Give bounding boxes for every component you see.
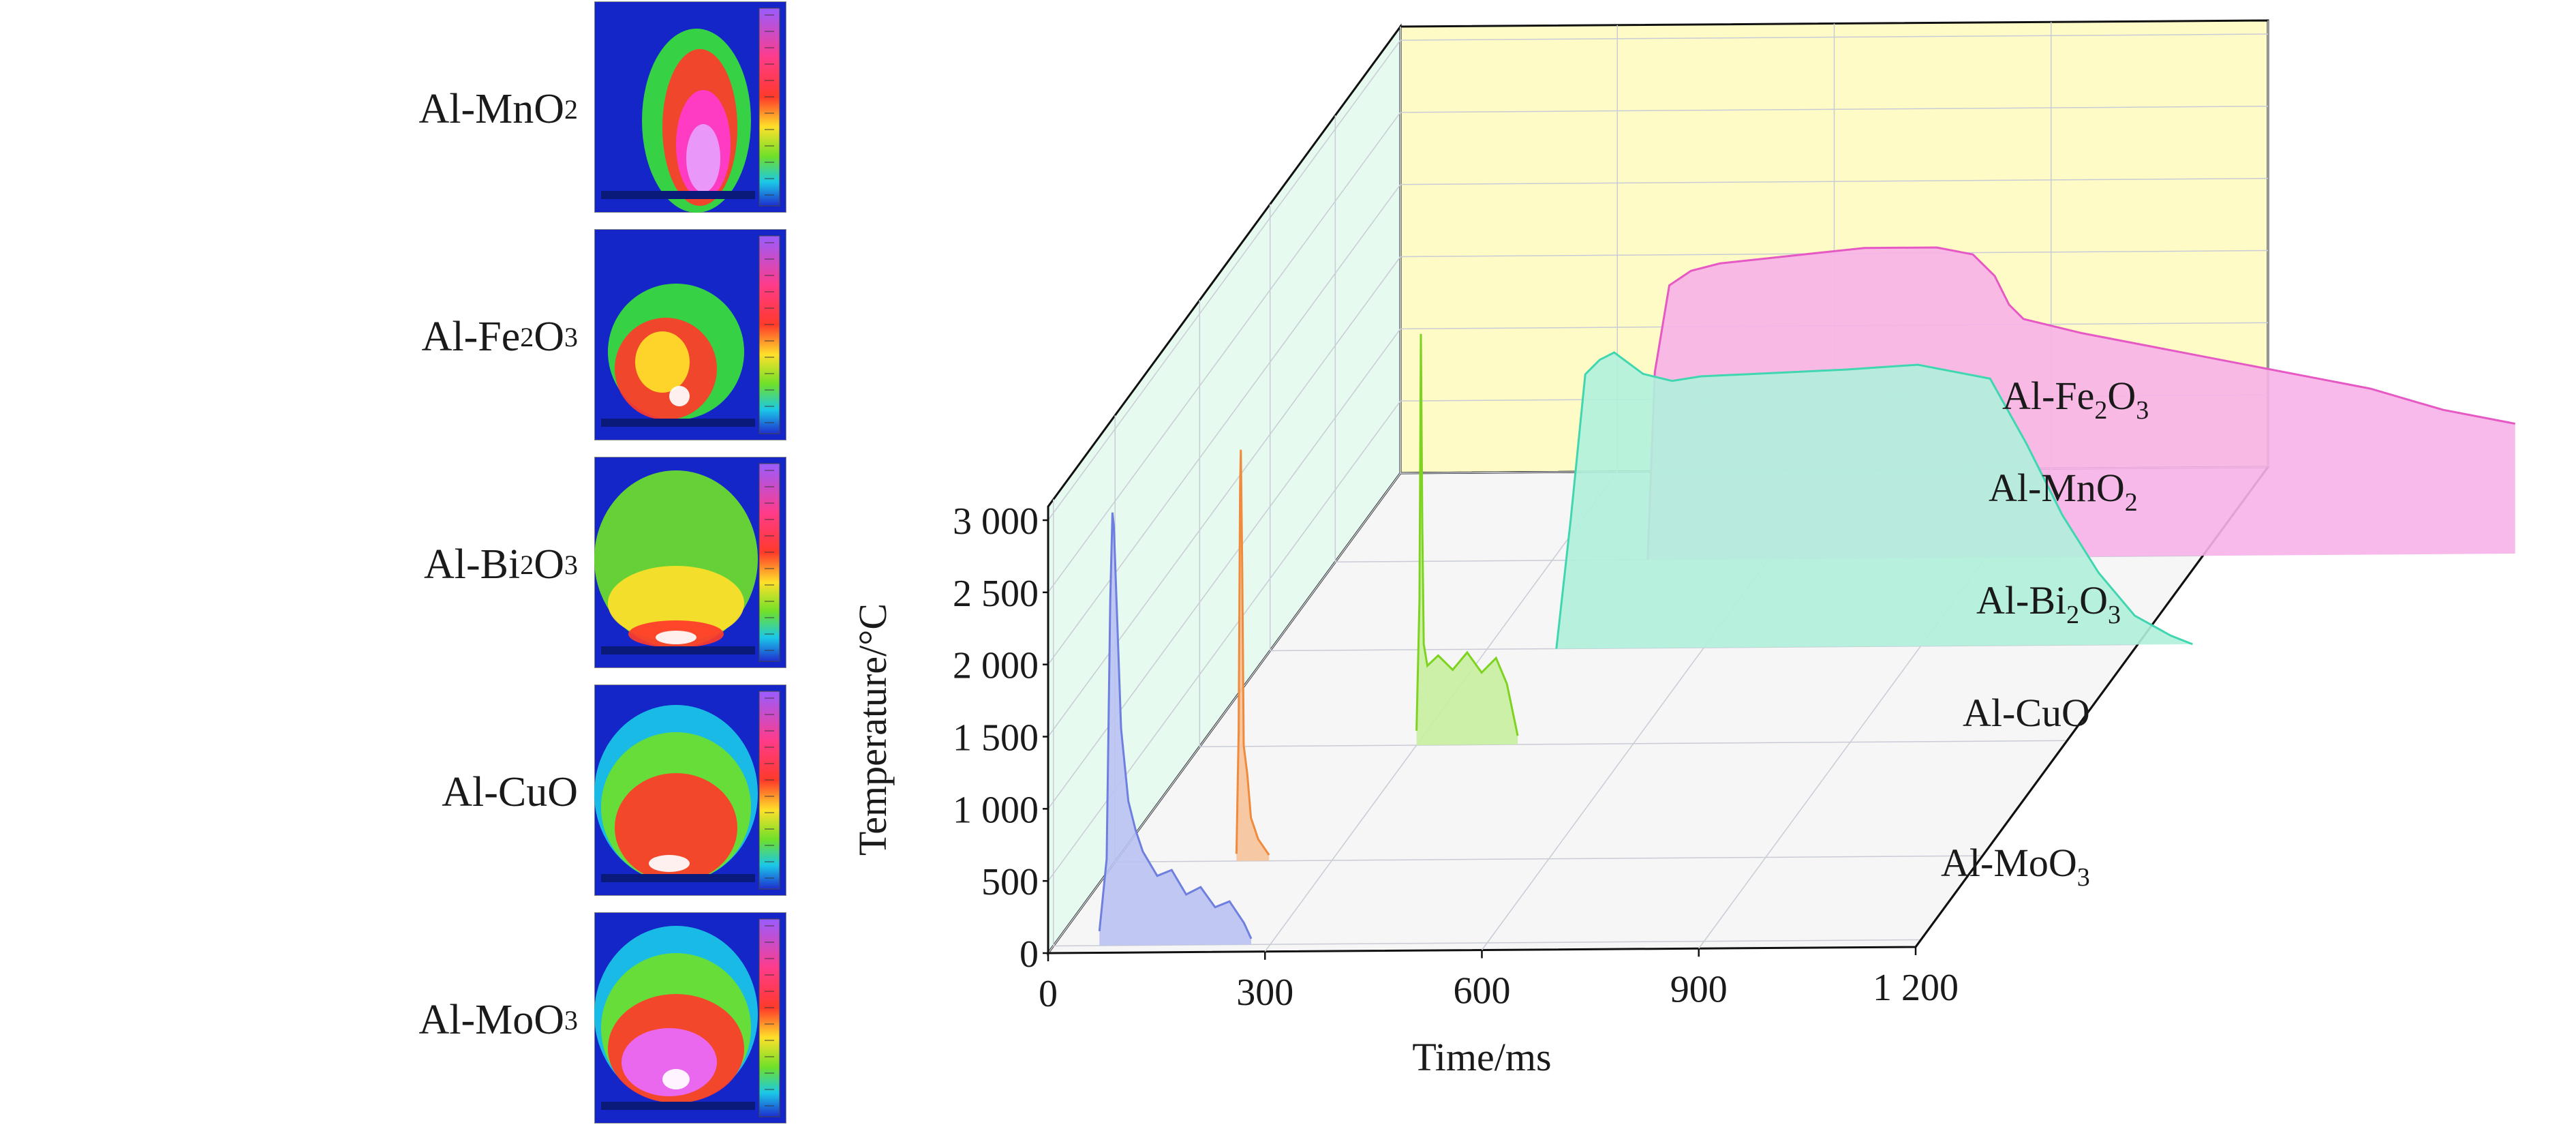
thermal-image-icon [594, 1, 786, 213]
label-formula: Al-MoO [418, 996, 564, 1043]
thermal-row: Al-MnO 2 [0, 0, 818, 218]
chart-mark: Al-Fe [2002, 374, 2094, 418]
series-al-mno2 [1555, 351, 2193, 649]
chart-mark [1047, 256, 1401, 737]
thermal-row: Al-MoO 3 [0, 911, 818, 1129]
chart-mark [1199, 740, 2068, 748]
thermal-image-label: Al-Fe 2 O 3 [422, 228, 578, 446]
label-subscript: 2 [520, 321, 534, 352]
chart-mark [1400, 106, 2269, 113]
series-area [1556, 352, 2193, 649]
chart-mark: O [2079, 578, 2108, 622]
label-formula: Al-Fe [421, 313, 521, 360]
x-tick-label: 300 [1236, 972, 1293, 1014]
y-tick-label: 500 [981, 861, 1039, 903]
depth-axis-label: Al-Bi2O3 [1976, 578, 2121, 629]
depth-axis-label: Al-CuO [1963, 691, 2090, 735]
x-tick-label: 0 [1039, 973, 1058, 1015]
chart-mark: 3 [2136, 396, 2149, 425]
x-tick-label: 1 200 [1873, 967, 1959, 1009]
label-subscript: 3 [564, 549, 578, 580]
series-line [1098, 512, 1253, 939]
chart-mark: 3 [2077, 863, 2090, 892]
label-formula-tail: O [534, 541, 564, 588]
depth-axis-label: Al-MnO2 [1989, 466, 2138, 517]
chart-mark [1047, 184, 1401, 665]
series-line [1555, 351, 2193, 649]
thermal-image-label: Al-MnO 2 [418, 0, 578, 218]
y-tick-label: 1 000 [953, 789, 1039, 831]
x-tick-label: 900 [1670, 968, 1728, 1010]
thermal-image-icon [594, 684, 786, 896]
x-tick-label: 600 [1454, 970, 1511, 1012]
chart-mark: Al-MnO [1989, 466, 2125, 510]
depth-axis-label: Al-MoO3 [1941, 841, 2090, 892]
y-tick-label: 3 000 [953, 500, 1039, 543]
thermal-image-label: Al-Bi 2 O 3 [424, 455, 578, 674]
temperature-3d-chart: 0 500 1 000 1 500 2 000 2 500 3 000 0 300 600 900 1… [818, 0, 2576, 1128]
thermal-row: Al-Bi 2 O 3 [0, 455, 818, 674]
series-al-bi2o3 [1415, 333, 1519, 745]
thermal-image-panel: Al-MnO 2 Al-Fe 2 O 3 Al-Bi 2 O 3 Al-CuO Al-MoO 3 [0, 0, 818, 1128]
depth-axis-label: Al-Fe2O3 [2002, 374, 2149, 425]
y-axis-title: Temperature/°C [850, 603, 895, 856]
chart-mark [1115, 855, 1983, 862]
chart-mark [1400, 33, 2269, 41]
thermal-image-icon [594, 457, 786, 668]
chart-mark: Al-MoO [1941, 841, 2077, 885]
thermal-image-icon [594, 229, 786, 440]
series-line [1646, 246, 2515, 560]
chart-mark: O [2107, 374, 2136, 418]
chart-mark: 2 [2125, 488, 2138, 517]
x-axis-title: Time/ms [1412, 1035, 1551, 1079]
label-subscript: 2 [520, 549, 534, 580]
chart-mark [1270, 644, 2138, 652]
thermal-image-label: Al-CuO [442, 683, 578, 901]
chart-mark: Al-CuO [1963, 691, 2090, 735]
chart-mark: 2 [2066, 601, 2079, 629]
y-tick-label: 2 500 [953, 573, 1039, 615]
label-formula: Al-Bi [423, 541, 521, 588]
chart-mark [1047, 112, 1401, 593]
thermal-row: Al-CuO [0, 683, 818, 901]
series-line [1415, 333, 1519, 736]
y-tick-label: 1 500 [953, 717, 1039, 759]
label-subscript: 3 [564, 321, 578, 352]
series-line [1235, 449, 1270, 856]
thermal-image-label: Al-MoO 3 [418, 911, 578, 1129]
chart-mark: 2 [2094, 396, 2107, 425]
chart-mark: Al-Bi [1976, 578, 2066, 622]
y-tick-label: 0 [1019, 933, 1039, 976]
label-formula-tail: O [534, 313, 564, 360]
thermal-image-icon [594, 912, 786, 1124]
chart-mark [1053, 939, 1921, 947]
series-al-moo3 [1098, 512, 1253, 946]
chart-mark [1047, 328, 1401, 809]
series-area [1416, 333, 1518, 745]
label-formula: Al-MnO [418, 85, 564, 132]
y-tick-label: 2 000 [953, 645, 1039, 687]
thermal-row: Al-Fe 2 O 3 [0, 228, 818, 446]
series-al-cuo [1235, 449, 1270, 861]
chart-mark [1047, 40, 1401, 521]
label-formula: Al-CuO [442, 768, 578, 815]
chart-mark: 3 [2108, 601, 2121, 629]
label-subscript: 3 [564, 1004, 578, 1036]
chart-canvas: 0 500 1 000 1 500 2 000 2 500 3 000 0 300 600 900 1… [850, 19, 2515, 1079]
label-subscript: 2 [564, 93, 578, 125]
chart-mark [1400, 177, 2269, 185]
